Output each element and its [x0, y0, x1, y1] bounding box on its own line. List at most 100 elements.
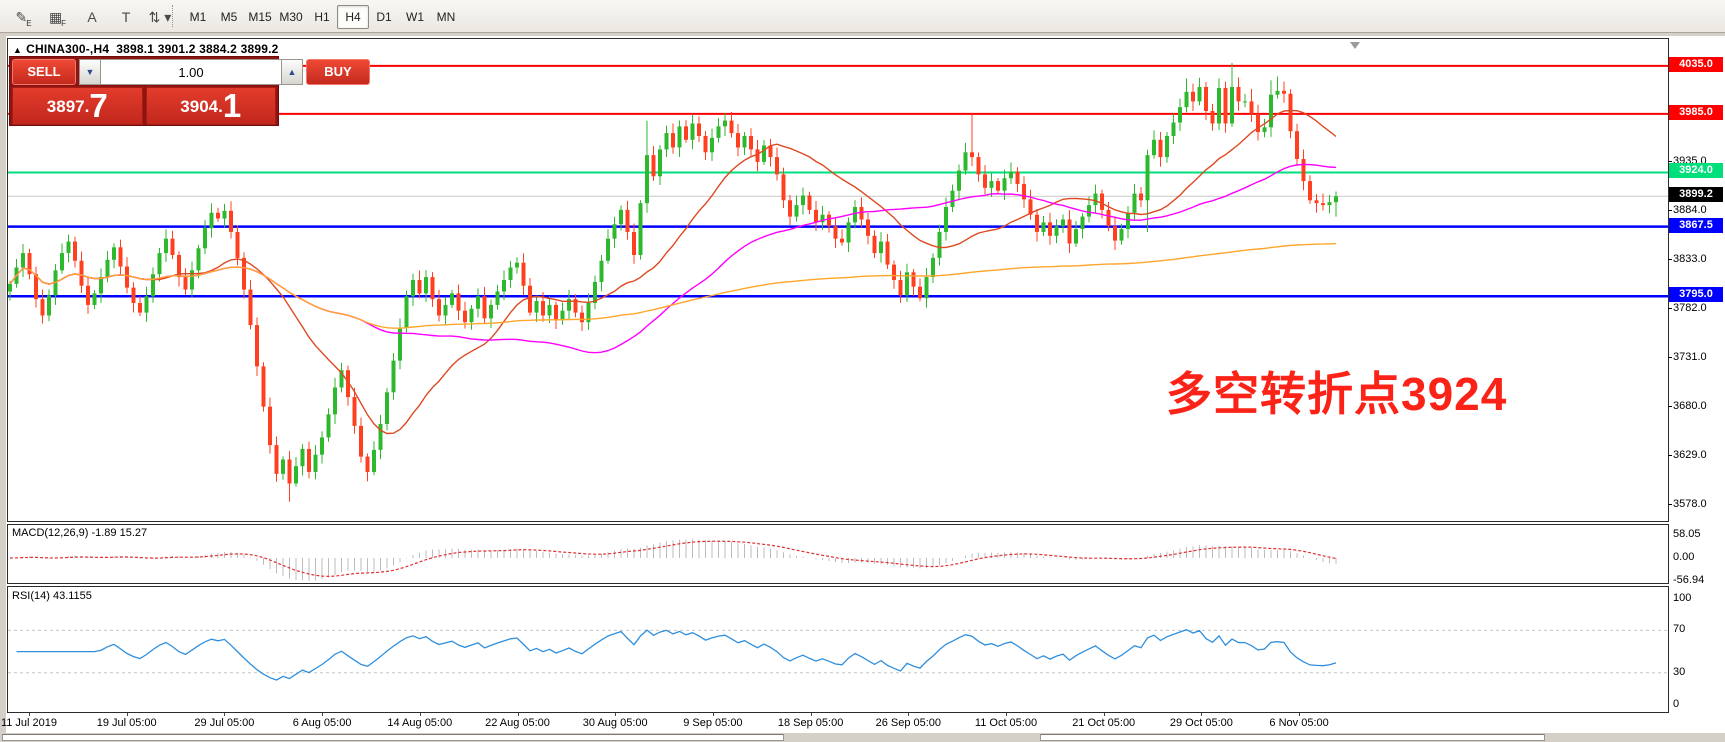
volume-decrease-button[interactable]: ▼: [79, 59, 101, 85]
price-tick-label: 3884.0: [1673, 203, 1707, 216]
time-label: 29 Jul 05:00: [194, 717, 255, 729]
time-label: 22 Aug 05:00: [485, 717, 550, 729]
candlestick-chart[interactable]: [8, 39, 1668, 521]
timeframe-M30[interactable]: M30: [279, 10, 303, 24]
macd-label: MACD(12,26,9) -1.89 15.27: [12, 527, 148, 539]
rsi-panel: [7, 586, 1669, 713]
buy-price-main: 3904.: [180, 97, 223, 116]
axis-tick-mark: [1668, 160, 1672, 162]
timeframe-MN[interactable]: MN: [436, 10, 456, 24]
time-tick-mark: [1006, 713, 1007, 716]
sell-button[interactable]: SELL: [12, 59, 76, 85]
toolbar-separator: [172, 5, 174, 27]
price-tick-label: 3731.0: [1673, 350, 1707, 363]
time-label: 9 Sep 05:00: [683, 717, 743, 729]
time-label: 11 Oct 05:00: [974, 717, 1038, 729]
text-label-icon: A: [87, 9, 97, 25]
price-tick-label: 3578.0: [1673, 497, 1707, 510]
buy-price-box[interactable]: 3904. 1: [145, 87, 276, 125]
price-level-badge: 3924.0: [1669, 163, 1723, 179]
timeframe-D1[interactable]: D1: [376, 10, 392, 24]
time-tick-mark: [810, 713, 812, 716]
macd-panel: [7, 524, 1669, 584]
candles: [8, 63, 1338, 502]
rsi-line: [16, 628, 1337, 681]
one-click-trading-panel: SELL ▼ ▲ BUY 3897. 7 3904. 1: [9, 56, 370, 126]
time-tick-mark: [419, 713, 421, 716]
volume-input[interactable]: [101, 59, 281, 85]
timeframe-M5[interactable]: M5: [220, 10, 238, 24]
time-label: 29 Oct 05:00: [1169, 717, 1233, 729]
grid-fibo-icon: ▦: [48, 8, 63, 25]
collapse-triangle-icon[interactable]: ▲: [13, 45, 23, 55]
text-box-icon[interactable]: T: [110, 4, 142, 30]
time-label: 14 Aug 05:00: [387, 717, 453, 729]
arrows-objects-icon: ⇅ ▾: [148, 8, 172, 25]
moving-average-lines: [9, 109, 1337, 435]
main-chart-panel[interactable]: [7, 38, 1669, 522]
time-label: 30 Aug 05:00: [582, 717, 648, 729]
chart-title: ▲ CHINA300-,H4 3898.1 3901.2 3884.2 3899.…: [13, 42, 279, 56]
chart-shift-marker[interactable]: [1350, 42, 1360, 49]
rsi-indicator: [8, 628, 1668, 681]
time-tick-mark: [908, 713, 910, 716]
arrows-objects-icon[interactable]: ⇅ ▾: [144, 4, 176, 30]
time-label: 6 Aug 05:00: [292, 717, 352, 729]
macd-signal-line: [9, 540, 1337, 578]
axis-tick-mark: [1668, 258, 1672, 260]
time-tick-mark: [29, 713, 30, 716]
axis-tick-mark: [1668, 503, 1672, 505]
volume-increase-button[interactable]: ▲: [281, 59, 303, 85]
price-tick-label: 3782.0: [1673, 301, 1707, 314]
ohlc-values: 3898.1 3901.2 3884.2 3899.2: [116, 42, 279, 56]
time-tick-mark: [126, 713, 128, 716]
time-tick-mark: [322, 713, 324, 716]
axis-tick-mark: [1668, 405, 1672, 407]
toolbar: ✎ E ▦ F A T ⇅ ▾ M1 M5 M15 M30 H1 H4 D1 W1 MN: [0, 0, 1725, 33]
sell-price-big-digit: 7: [89, 87, 108, 124]
grid-fibo-icon[interactable]: ▦ F: [48, 8, 67, 28]
time-tick-mark: [1299, 713, 1301, 716]
rsi-axis-label: 0: [1673, 697, 1680, 710]
axis-tick-mark: [1668, 454, 1672, 456]
rsi-axis-label: 30: [1673, 665, 1686, 678]
timeframe-W1[interactable]: W1: [406, 10, 424, 24]
crosshair-expert-icon[interactable]: ✎ E: [15, 8, 32, 28]
price-level-badge: 4035.0: [1669, 56, 1723, 72]
timeframe-H4[interactable]: H4: [337, 5, 369, 29]
macd-axis-label: -56.94: [1673, 573, 1705, 586]
price-tick-label: 3833.0: [1673, 252, 1707, 265]
bid-price-badge: 3899.2: [1669, 187, 1723, 203]
sell-price-box[interactable]: 3897. 7: [12, 87, 143, 125]
text-label-icon[interactable]: A: [76, 4, 108, 30]
timeframe-M15[interactable]: M15: [248, 10, 272, 24]
time-axis[interactable]: 11 Jul 2019 19 Jul 05:00 29 Jul 05:00 6 Aug…: [1, 713, 1725, 733]
time-tick-mark: [615, 713, 617, 716]
time-label: 11 Jul 2019: [0, 717, 58, 729]
rsi-axis-label: 100: [1673, 591, 1692, 604]
axis-tick-mark: [1668, 356, 1672, 358]
time-tick-mark: [1103, 713, 1105, 716]
slow-ma-line: [9, 242, 1337, 329]
fast-ma-line: [9, 109, 1337, 435]
macd-axis-label: 0.00: [1673, 551, 1695, 563]
time-tick-mark: [1201, 713, 1203, 716]
timeframe-H1[interactable]: H1: [314, 10, 330, 24]
price-level-badge: 3867.5: [1669, 217, 1723, 233]
price-level-badge: 3985.0: [1669, 104, 1723, 120]
status-cell-left: [2, 734, 784, 741]
buy-button[interactable]: BUY: [306, 59, 370, 85]
time-label: 18 Sep 05:00: [777, 717, 844, 729]
time-label: 26 Sep 05:00: [875, 717, 942, 729]
horizontal-level-lines: [8, 64, 1668, 298]
time-label: 6 Nov 05:00: [1269, 717, 1329, 729]
mid-ma-line: [9, 163, 1337, 354]
price-level-badge: 3795.0: [1669, 287, 1723, 303]
rsi-axis-label: 70: [1673, 623, 1686, 636]
buy-price-big-digit: 1: [222, 87, 242, 124]
timeframe-M1[interactable]: M1: [189, 10, 207, 24]
sell-price-main: 3897.: [46, 97, 90, 116]
time-tick-mark: [224, 713, 226, 716]
macd-axis-label: 58.05: [1673, 528, 1701, 541]
status-strip: [0, 733, 1725, 742]
